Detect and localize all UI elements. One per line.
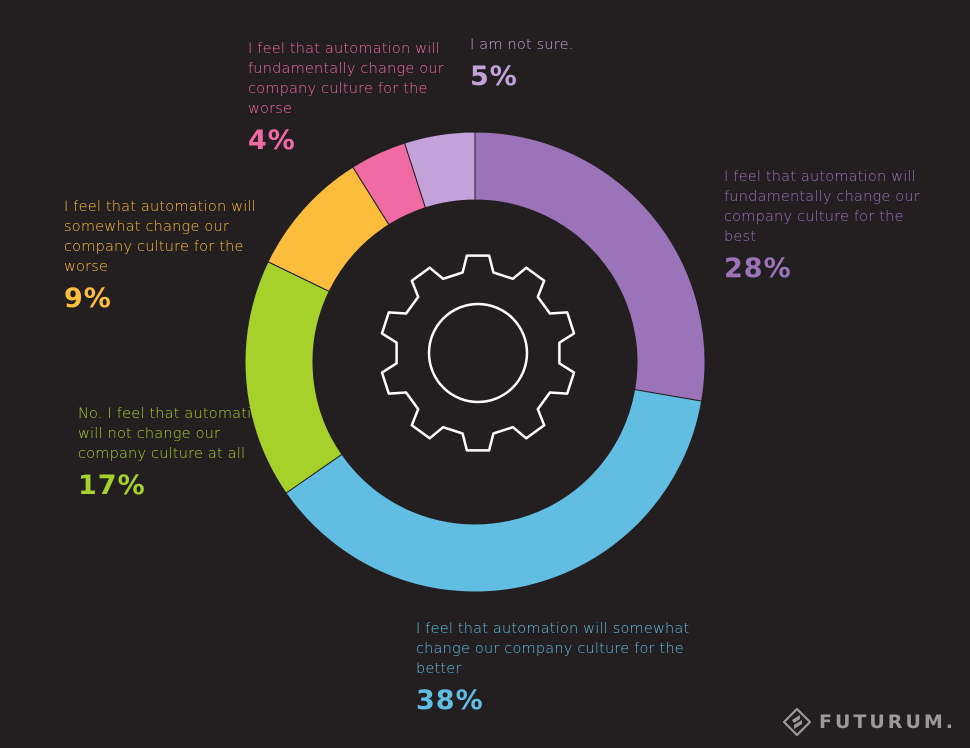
gear-icon	[380, 254, 576, 452]
slice-label-fundamentally-best: I feel that automation will fundamentall…	[724, 167, 924, 285]
slice-value-label: 28%	[724, 253, 792, 284]
pie-slice	[403, 131, 476, 209]
slice-value-label: 5%	[470, 61, 518, 92]
slice-label-somewhat-worse: I feel that automation will somewhat cha…	[64, 197, 264, 315]
slice-value-label: 9%	[64, 283, 112, 314]
brand-logo: FUTURUM.	[783, 708, 956, 736]
pie-slice	[474, 131, 706, 402]
brand-name: FUTURUM.	[819, 711, 956, 733]
slice-value-label: 4%	[248, 125, 296, 156]
slice-label-not-change: No. I feel that automation will not chan…	[78, 404, 278, 502]
slice-label-text: I feel that automation will somewhat cha…	[64, 199, 256, 275]
slice-label-fundamentally-worse: I feel that automation will fundamentall…	[248, 39, 448, 157]
slice-label-text: No. I feel that automation will not chan…	[78, 406, 270, 462]
slice-value-label: 17%	[78, 470, 146, 501]
slice-label-text: I am not sure.	[470, 37, 574, 53]
slice-label-text: I feel that automation will fundamentall…	[724, 169, 920, 245]
slice-label-text: I feel that automation will fundamentall…	[248, 41, 444, 117]
slice-label-somewhat-better: I feel that automation will somewhat cha…	[416, 619, 696, 717]
pie-slice	[285, 389, 703, 593]
slice-label-text: I feel that automation will somewhat cha…	[416, 621, 690, 677]
slice-label-not-sure: I am not sure. 5%	[470, 35, 630, 93]
slice-value-label: 38%	[416, 685, 484, 716]
futurum-logo-icon	[783, 708, 812, 736]
gear-hub	[427, 302, 529, 404]
gear-outline	[380, 254, 576, 452]
